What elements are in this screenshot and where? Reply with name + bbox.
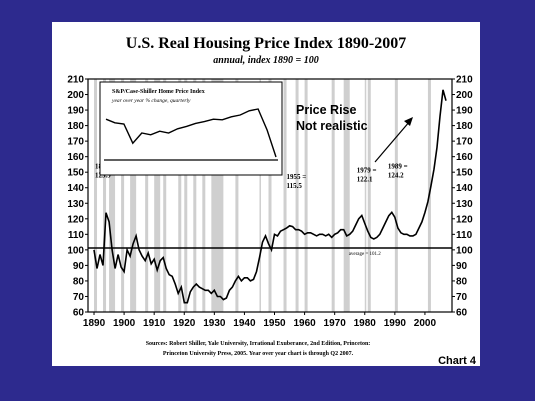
y-tick-label-right: 70 xyxy=(456,292,468,303)
y-axis-left: 60 70 80 90 100 110 120 130 140 150 160 170 180 190 20… xyxy=(67,75,88,319)
annotation-price-rise: Price Rise xyxy=(296,103,357,117)
peak-annotation-label: 123.9 xyxy=(95,172,111,180)
peak-annotation-label: 122.1 xyxy=(357,176,373,184)
recession-band xyxy=(154,79,161,312)
real-price-index-line xyxy=(93,89,447,304)
source-line-2: Princeton University Press, 2005. Year o… xyxy=(163,351,354,357)
x-tick-label: 1940 xyxy=(233,318,256,329)
y-tick-label-left: 160 xyxy=(67,152,84,163)
annotation-not-realistic: Not realistic xyxy=(296,119,368,133)
y-tick-label-left: 140 xyxy=(67,183,84,194)
peak-annotation-label: 115.5 xyxy=(287,182,303,190)
x-tick-label: 1930 xyxy=(203,318,226,329)
recession-band xyxy=(94,79,98,312)
x-tick-label: 1950 xyxy=(263,318,286,329)
inset-line xyxy=(105,108,277,158)
recession-band xyxy=(178,79,182,312)
recession-band xyxy=(145,79,149,312)
y-tick-label-right: 60 xyxy=(456,308,468,319)
peak-annotation-label: 124.2 xyxy=(388,171,404,179)
y-tick-label-right: 130 xyxy=(456,199,473,210)
x-tick-label: 1900 xyxy=(113,318,136,329)
recession-band xyxy=(109,79,116,312)
x-tick-label: 1960 xyxy=(293,318,316,329)
y-tick-label-left: 60 xyxy=(73,308,85,319)
y-tick-label-right: 200 xyxy=(456,90,473,101)
recession-band xyxy=(343,79,350,312)
x-tick-label: 1910 xyxy=(143,318,166,329)
chart-number-label: Chart 4 xyxy=(438,355,477,366)
arrow-head xyxy=(404,117,413,126)
recession-band xyxy=(331,79,335,312)
recession-band xyxy=(202,79,206,312)
y-tick-label-left: 100 xyxy=(67,245,84,256)
x-tick-label: 1990 xyxy=(384,318,407,329)
y-tick-label-right: 90 xyxy=(456,261,468,272)
y-tick-label-right: 150 xyxy=(456,168,473,179)
y-tick-label-right: 120 xyxy=(456,214,473,225)
y-tick-label-left: 80 xyxy=(73,276,85,287)
y-tick-label-right: 210 xyxy=(456,75,473,86)
recession-band xyxy=(130,79,137,312)
x-tick-label: 1890 xyxy=(83,318,106,329)
housing-price-chart: U.S. Real Housing Price Index 1890-2007 … xyxy=(67,35,477,366)
recession-band xyxy=(304,79,308,312)
y-tick-label-right: 100 xyxy=(456,245,473,256)
plot-frame xyxy=(87,78,453,313)
y-tick-label-left: 180 xyxy=(67,121,84,132)
annotation-arrow xyxy=(374,120,411,163)
y-tick-label-left: 90 xyxy=(73,261,85,272)
y-tick-label-right: 160 xyxy=(456,152,473,163)
x-tick-label: 1970 xyxy=(324,318,347,329)
y-tick-label-left: 190 xyxy=(67,106,84,117)
y-tick-label-right: 170 xyxy=(456,137,473,148)
x-tick-label: 2000 xyxy=(414,318,437,329)
recession-band xyxy=(283,79,287,312)
y-axis-right: 60 70 80 90 100 110 120 130 140 150 160 170 180 190 20… xyxy=(452,75,473,319)
x-tick-label: 1980 xyxy=(354,318,377,329)
chart-subtitle: annual, index 1890 = 100 xyxy=(213,55,318,66)
peak-annotation-label: 1979 = xyxy=(357,167,377,175)
recession-band xyxy=(259,79,261,312)
source-line-1: Sources: Robert Shiller, Yale University… xyxy=(146,341,371,347)
y-tick-label-left: 120 xyxy=(67,214,84,225)
recession-band xyxy=(367,79,371,312)
y-tick-label-right: 110 xyxy=(456,230,473,241)
inset-subtitle: year over year % change, quarterly xyxy=(111,98,191,104)
recession-band xyxy=(268,79,272,312)
x-axis: 1890 1900 1910 1920 1930 1940 1950 1960 1970 1980… xyxy=(83,312,437,329)
peak-annotation-label: 1955 = xyxy=(287,173,307,181)
average-label: average = 101.2 xyxy=(349,252,382,257)
recession-band xyxy=(193,79,197,312)
y-tick-label-left: 150 xyxy=(67,168,84,179)
recession-band xyxy=(121,79,125,312)
y-tick-label-left: 110 xyxy=(68,230,85,241)
recession-band xyxy=(295,79,299,312)
recession-band xyxy=(235,79,239,312)
y-tick-label-right: 190 xyxy=(456,106,473,117)
y-tick-label-left: 170 xyxy=(67,137,84,148)
inset-chart: S&P/Case-Shiller Home Price Index year o… xyxy=(99,81,283,176)
y-tick-label-right: 180 xyxy=(456,121,473,132)
recession-band xyxy=(103,79,107,312)
recession-band xyxy=(163,79,167,312)
recession-band xyxy=(394,79,398,312)
peak-annotation-label: 1989 = xyxy=(388,162,408,170)
y-tick-label-left: 70 xyxy=(73,292,85,303)
inset-frame xyxy=(99,81,283,176)
recession-band xyxy=(184,79,188,312)
y-tick-label-left: 130 xyxy=(67,199,84,210)
x-tick-label: 1920 xyxy=(173,318,196,329)
slide-panel: U.S. Real Housing Price Index 1890-2007 … xyxy=(52,22,480,366)
y-tick-label-left: 200 xyxy=(67,90,84,101)
y-tick-label-right: 140 xyxy=(456,183,473,194)
y-tick-label-right: 80 xyxy=(456,276,468,287)
chart-title: U.S. Real Housing Price Index 1890-2007 xyxy=(126,35,406,52)
recession-band xyxy=(364,79,367,312)
y-tick-label-left: 210 xyxy=(67,75,84,86)
inset-title: S&P/Case-Shiller Home Price Index xyxy=(112,89,205,95)
